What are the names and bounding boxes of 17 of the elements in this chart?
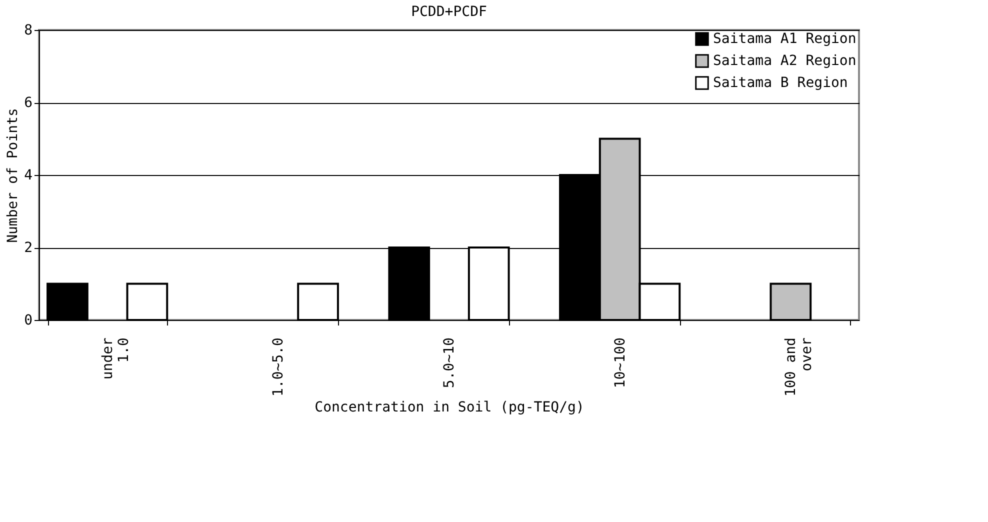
legend-label: Saitama B Region (713, 75, 848, 91)
y-axis-title: Number of Points (5, 108, 22, 243)
x-axis-title: Concentration in Soil (pg-TEQ/g) (314, 400, 584, 416)
y-tick-label: 6 (24, 95, 32, 111)
x-tick-label: 1.0~5.0 (270, 338, 287, 397)
bar (770, 282, 812, 321)
x-tick-label: 10~100 (612, 338, 628, 388)
legend-label: Saitama A2 Region (713, 53, 856, 69)
legend-label: Saitama A1 Region (713, 31, 856, 47)
x-tick-label: under 1.0 (100, 338, 132, 380)
x-tick-label: 100 and over (783, 338, 816, 397)
x-tick-label: 5.0~10 (442, 338, 458, 388)
y-tick-label: 2 (24, 240, 32, 256)
y-tick-label: 0 (24, 312, 32, 328)
y-tick-label: 4 (24, 168, 32, 184)
y-tick-label: 8 (24, 22, 32, 38)
chart-title: PCDD+PCDF (411, 4, 487, 20)
